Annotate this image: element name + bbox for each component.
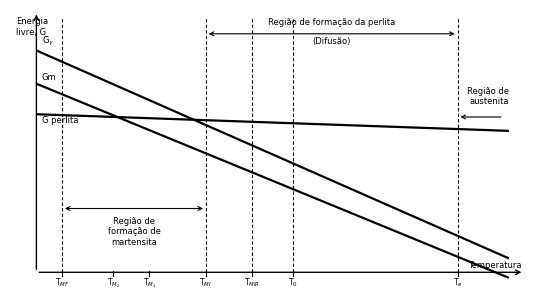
Text: Temperatura: Temperatura [468, 260, 522, 270]
Text: T$_{M_1}$: T$_{M_1}$ [143, 277, 156, 290]
Text: Gm: Gm [42, 73, 56, 82]
Text: T$_{M_2}$: T$_{M_2}$ [107, 277, 120, 290]
Text: T$_{MI}$: T$_{MI}$ [200, 277, 212, 289]
Text: T$_{MIR}$: T$_{MIR}$ [244, 277, 260, 289]
Text: T$_{MF}$: T$_{MF}$ [55, 277, 70, 289]
Text: Energia
livre, G: Energia livre, G [16, 17, 48, 37]
Text: Região de
formação de
martensita: Região de formação de martensita [108, 217, 160, 247]
Text: Região de
austenita: Região de austenita [467, 86, 509, 106]
Text: Região de formação da perlita: Região de formação da perlita [268, 18, 395, 27]
Text: G$_\gamma$: G$_\gamma$ [42, 35, 54, 48]
Text: G perlita: G perlita [42, 116, 78, 124]
Text: (Difusão): (Difusão) [312, 37, 351, 46]
Text: T$_e$: T$_e$ [453, 277, 462, 289]
Text: T$_0$: T$_0$ [288, 277, 298, 289]
